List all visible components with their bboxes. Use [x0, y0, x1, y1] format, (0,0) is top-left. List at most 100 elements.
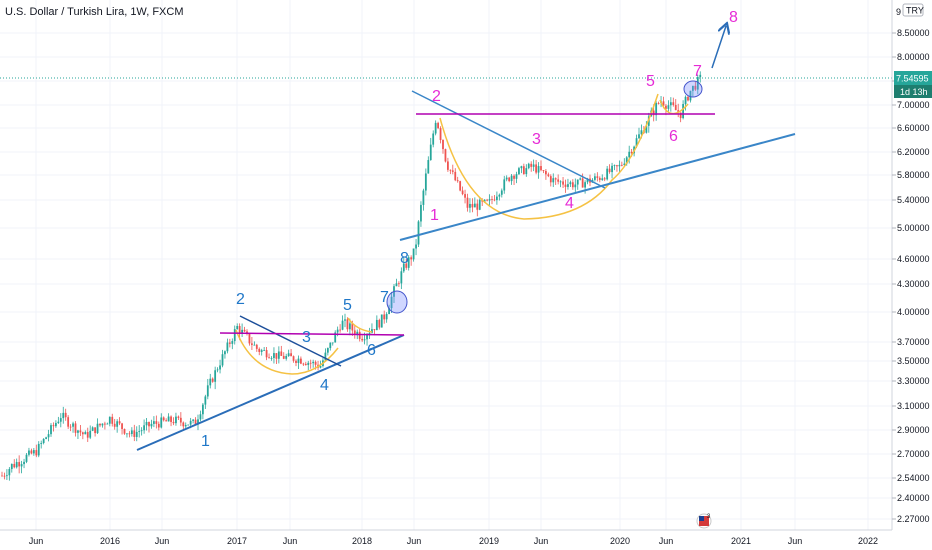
x-tick-label: Jun	[155, 536, 170, 546]
candle-body	[202, 404, 204, 415]
candle-body	[422, 190, 425, 205]
candle-body	[228, 342, 231, 344]
candle-body	[383, 314, 386, 320]
last-price-tag	[894, 71, 932, 85]
candle-body	[282, 355, 285, 359]
economic-event-icon[interactable]: 3	[696, 513, 712, 529]
time-axis[interactable]	[0, 530, 892, 550]
candle-body	[510, 175, 513, 182]
wave-label-magenta-1: 1	[430, 207, 439, 224]
x-tick-label: 2018	[352, 536, 372, 546]
candle-body	[522, 166, 525, 175]
candle-body	[459, 181, 462, 191]
candle-body	[564, 184, 567, 187]
candle-body	[574, 184, 577, 188]
x-tick-label: 2021	[731, 536, 751, 546]
candle-body	[339, 329, 341, 331]
candle-body	[684, 96, 687, 105]
wave-label-magenta-5: 5	[646, 73, 655, 90]
candle-body	[415, 244, 417, 249]
candle-body	[388, 308, 390, 315]
candle-body	[216, 369, 219, 371]
candle-body	[248, 333, 251, 344]
x-tick-label: Jun	[283, 536, 298, 546]
y-tick-label: 6.20000	[897, 147, 930, 157]
candle-body	[211, 378, 214, 382]
candle-body	[84, 432, 87, 435]
candle-body	[598, 177, 601, 180]
handle-curve-2018	[347, 317, 373, 333]
candle-body	[361, 338, 364, 341]
candle-body	[258, 348, 261, 352]
candle-body	[219, 365, 221, 370]
candle-body	[655, 103, 658, 116]
candle-body	[91, 427, 94, 431]
plot-area[interactable]	[0, 0, 892, 530]
candle-body	[260, 350, 263, 352]
candle-body	[603, 178, 606, 180]
candle-body	[263, 350, 266, 351]
wave-label-blue-5: 5	[343, 297, 352, 314]
candle-body	[204, 396, 207, 405]
candle-body	[567, 184, 569, 187]
candle-body	[662, 101, 665, 106]
candle-body	[55, 423, 57, 427]
x-tick-label: Jun	[29, 536, 44, 546]
candle-body	[429, 144, 432, 161]
wave-label-magenta-3: 3	[532, 131, 541, 148]
candle-body	[669, 102, 672, 106]
candle-body	[326, 348, 329, 353]
support-trendline-2019	[399, 133, 796, 241]
candle-body	[30, 450, 33, 454]
candle-body	[32, 450, 35, 454]
candle-body	[295, 360, 297, 363]
candle-body	[324, 352, 327, 361]
candle-body	[447, 161, 449, 170]
candle-body	[8, 469, 11, 476]
candle-body	[233, 329, 236, 342]
candle-body	[405, 263, 408, 268]
highlight-ellipse-2020	[683, 80, 703, 98]
svg-text:3: 3	[707, 514, 711, 520]
candle-body	[608, 168, 611, 173]
candle-body	[375, 319, 378, 331]
candle-body	[189, 420, 192, 425]
resistance-downtrend-2018	[411, 90, 606, 189]
candle-body	[518, 168, 520, 175]
candle-body	[535, 164, 537, 173]
support-trendline-2016	[136, 334, 405, 451]
candle-body	[336, 329, 339, 333]
y-tick-label: 5.80000	[897, 170, 930, 180]
candle-body	[667, 105, 670, 109]
y-tick-label: 4.00000	[897, 307, 930, 317]
currency-badge[interactable]	[902, 3, 924, 17]
candle-body	[270, 357, 273, 359]
x-tick-label: 2020	[610, 536, 630, 546]
y-tick-label: 2.27000	[897, 514, 930, 524]
cup-curve-2019	[439, 93, 659, 220]
candle-body	[314, 361, 317, 365]
candle-body	[255, 344, 258, 349]
candle-body	[20, 464, 23, 467]
candle-body	[483, 199, 486, 202]
candle-body	[309, 362, 312, 364]
candle-body	[601, 178, 604, 180]
candle-body	[155, 421, 158, 424]
candle-body	[412, 248, 415, 260]
candle-body	[640, 130, 643, 135]
y-tick-label: 4.30000	[897, 279, 930, 289]
candle-body	[94, 427, 96, 434]
candle-body	[25, 454, 28, 462]
candle-body	[224, 351, 226, 355]
y-tick-label: 8.00000	[897, 52, 930, 62]
candle-body	[471, 203, 474, 208]
candle-body	[594, 176, 596, 180]
candle-body	[64, 412, 67, 418]
candle-body	[434, 122, 437, 134]
candle-body	[1, 475, 3, 477]
candle-body	[62, 412, 65, 419]
candle-body	[106, 423, 109, 425]
y-tick-label: 6.60000	[897, 123, 930, 133]
candle-body	[35, 450, 38, 456]
